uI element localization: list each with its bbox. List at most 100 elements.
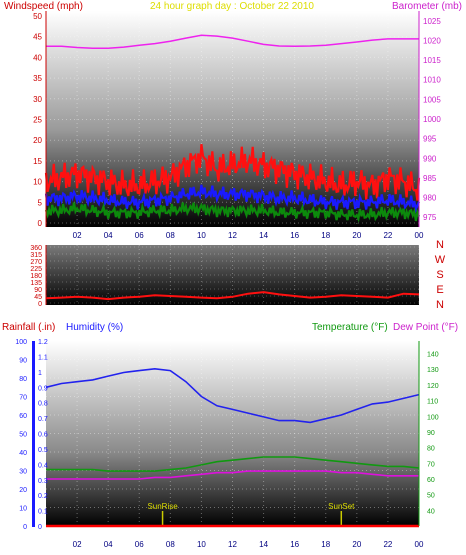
temperature-tick-label: 120 (427, 383, 439, 390)
x-tick-label: 04 (104, 540, 113, 549)
rain-tick-label: 1.2 (38, 339, 48, 346)
x-tick-label: 12 (228, 231, 237, 240)
humidity-temperature-chart: SunRise SunSet 02 04 06 08 10 12 14 16 18 20 22 0001… (2, 322, 458, 549)
y-left-tick-label: 270 (30, 259, 42, 266)
series-line (46, 456, 420, 472)
rain-tick-label: 1.1 (38, 354, 48, 361)
wind-barometer-chart: 02 04 06 08 10 12 14 16 18 20 22 000510152025303540… (4, 1, 462, 240)
y-left-tick-label: 180 (30, 273, 42, 280)
x-tick-label: 06 (135, 540, 144, 549)
humidity-tick-label: 80 (19, 376, 27, 383)
y-right-tick-label: 1005 (423, 95, 441, 104)
x-tick-label: 00 (415, 540, 424, 549)
x-tick-label: 10 (197, 540, 206, 549)
y-left-tick-label: 360 (30, 245, 42, 252)
x-tick-label: 02 (73, 231, 82, 240)
compass-label: W (435, 254, 446, 266)
temperature-tick-label: 70 (427, 461, 435, 468)
x-tick-label: 18 (321, 231, 330, 240)
y-left-tick-label: 5 (38, 198, 43, 207)
series-group (44, 34, 421, 223)
right-axis-title: Barometer (mb) (392, 1, 462, 12)
x-tick-label: 22 (383, 540, 392, 549)
series-line (44, 202, 421, 223)
plot-background (46, 245, 419, 305)
x-tick-label: 14 (259, 540, 268, 549)
rainfall-axis-bar (32, 341, 35, 527)
y-left-tick-label: 45 (34, 294, 42, 301)
y-left-tick-label: 0 (38, 219, 43, 228)
y-left-tick-label: 0 (38, 301, 42, 308)
plot-background (46, 341, 419, 526)
y-left-tick-label: 10 (33, 178, 42, 187)
y-left-tick-label: 90 (34, 287, 42, 294)
rain-tick-label: 0.8 (38, 401, 48, 408)
y-right-tick-label: 995 (423, 135, 437, 144)
y-right-tick-label: 1015 (423, 56, 441, 65)
y-right-tick-label: 1000 (423, 115, 441, 124)
rain-tick-label: 0.5 (38, 447, 48, 454)
y-left-tick-label: 40 (33, 53, 42, 62)
humidity-tick-label: 70 (19, 395, 27, 402)
y-left-tick-label: 50 (33, 12, 42, 21)
temperature-tick-label: 110 (427, 399, 438, 406)
rain-tick-label: 0.9 (38, 385, 48, 392)
y-right-tick-label: 980 (423, 194, 437, 203)
compass-label: E (436, 284, 443, 296)
y-right-tick-label: 975 (423, 213, 437, 222)
sun-marker-label: SunSet (328, 502, 355, 511)
x-tick-label: 08 (166, 231, 175, 240)
x-tick-label: 10 (197, 231, 206, 240)
series-line (46, 470, 419, 480)
temperature-tick-label: 60 (427, 477, 435, 484)
temperature-tick-label: 50 (427, 493, 435, 500)
humidity-tick-label: 10 (19, 506, 27, 513)
temperature-tick-label: 80 (427, 446, 435, 453)
y-left-tick-label: 20 (33, 136, 42, 145)
compass-label: S (436, 269, 443, 281)
x-tick-label: 06 (135, 231, 144, 240)
x-tick-label: 02 (73, 540, 82, 549)
rainfall-axis-title: Rainfall (.in) (2, 322, 55, 333)
y-right-tick-label: 1020 (423, 36, 441, 45)
temperature-tick-label: 140 (427, 352, 439, 359)
humidity-tick-label: 60 (19, 413, 27, 420)
x-tick-label: 18 (321, 540, 330, 549)
series-group (45, 291, 420, 301)
dewpoint-axis-title: Dew Point (°F) (393, 322, 458, 333)
humidity-tick-label: 50 (19, 432, 27, 439)
rain-tick-label: 0.6 (38, 432, 48, 439)
left-axis-title: Windspeed (mph) (4, 1, 83, 12)
humidity-tick-label: 30 (19, 469, 27, 476)
x-tick-label: 16 (290, 231, 299, 240)
x-tick-label: 00 (415, 231, 424, 240)
humidity-tick-label: 0 (23, 524, 27, 531)
temperature-tick-label: 40 (427, 508, 435, 515)
y-left-tick-label: 15 (33, 157, 42, 166)
x-tick-label: 04 (104, 231, 113, 240)
x-tick-label: 16 (290, 540, 299, 549)
chart-title: 24 hour graph day : October 22 2010 (150, 1, 314, 12)
series-line (45, 367, 420, 424)
y-left-tick-label: 30 (33, 95, 42, 104)
x-tick-label: 12 (228, 540, 237, 549)
x-tick-label: 08 (166, 540, 175, 549)
x-tick-label: 20 (352, 231, 361, 240)
rain-tick-label: 1 (38, 370, 42, 377)
y-right-tick-label: 985 (423, 174, 437, 183)
rain-tick-label: 0.4 (38, 462, 48, 469)
series-line (44, 144, 421, 201)
y-left-tick-label: 35 (33, 74, 42, 83)
x-tick-label: 14 (259, 231, 268, 240)
y-right-tick-label: 1010 (423, 76, 441, 85)
gridlines (46, 340, 420, 527)
compass-label: N (436, 239, 444, 251)
temperature-axis-title: Temperature (°F) (312, 322, 388, 333)
humidity-tick-label: 40 (19, 450, 27, 457)
temperature-tick-label: 90 (427, 430, 435, 437)
